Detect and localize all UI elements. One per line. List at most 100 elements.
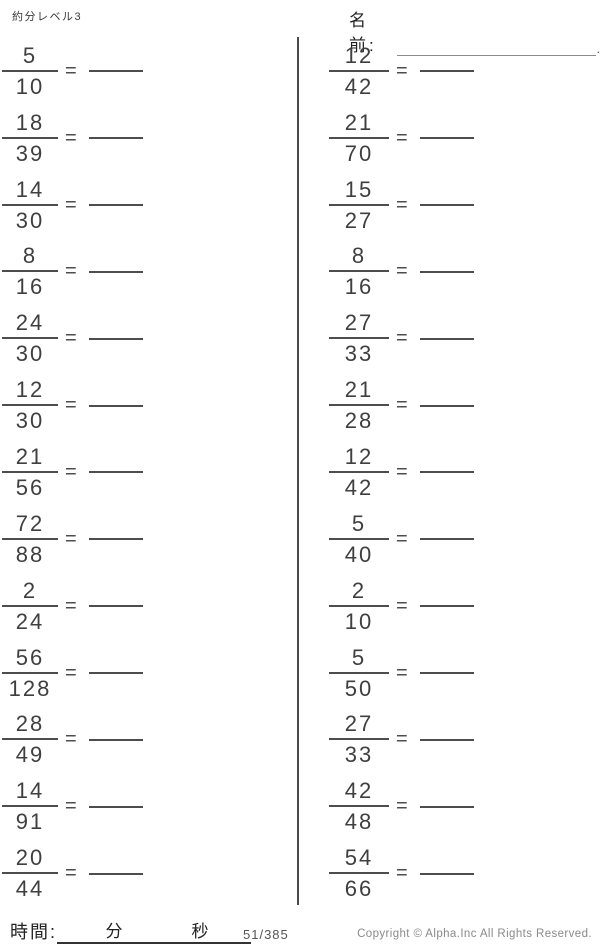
equals-sign: = [65,59,77,82]
fraction-numerator: 14 [2,780,58,808]
fraction-denominator: 10 [15,73,45,99]
fraction-problem: 14 30 = [2,172,296,239]
fraction-numerator: 27 [329,312,389,340]
equals-sign: = [65,394,77,417]
fraction-problem: 2 24 = [2,573,296,640]
fraction-numerator: 27 [329,713,389,741]
worksheet-title: 約分レベル3 [12,11,83,23]
fraction-problem: 72 88 = [2,506,296,573]
equals-sign: = [65,126,77,149]
answer-blank-line [88,605,143,608]
fraction-numerator: 21 [329,379,389,407]
fraction: 2 10 [329,579,389,633]
fraction-problem: 8 16 = [299,239,599,306]
equals-sign: = [65,460,77,483]
equals-sign: = [396,728,408,751]
problems-column-right: 12 42 = 21 70 = 15 27 = 8 16 = 27 33 [299,38,599,907]
equals-sign: = [396,59,408,82]
answer-blank-line [419,738,474,741]
fraction-numerator: 56 [2,646,58,674]
fraction-numerator: 5 [329,646,389,674]
copyright-notice: Copyright © Alpha.Inc All Rights Reserve… [357,928,592,940]
answer-blank-line [419,70,474,73]
fraction-numerator: 72 [2,512,58,540]
fraction-numerator: 8 [329,245,389,273]
fraction-denominator: 16 [15,274,45,300]
fraction-problem: 42 48 = [299,773,599,840]
fraction-denominator: 48 [344,809,374,835]
time-blank-line: 分 秒 [57,921,252,944]
fraction-denominator: 33 [344,742,374,768]
problems-column-left: 5 10 = 18 39 = 14 30 = 8 16 = 24 30 [2,38,296,907]
answer-blank-line [88,270,143,273]
column-divider-line [297,37,299,905]
answer-blank-line [419,538,474,541]
fraction: 15 27 [329,178,389,233]
equals-sign: = [396,126,408,149]
fraction-numerator: 14 [2,178,58,206]
answer-blank-line [419,471,474,474]
fraction-denominator: 28 [344,408,374,434]
fraction-denominator: 24 [15,608,45,634]
fraction-numerator: 24 [2,312,58,340]
fraction: 21 28 [329,379,389,432]
equals-sign: = [396,527,408,550]
fraction-numerator: 20 [2,847,58,875]
equals-sign: = [396,193,408,216]
equals-sign: = [65,661,77,684]
answer-blank-line [88,337,143,340]
answer-blank-line [88,137,143,140]
name-blank-line [396,36,596,56]
fraction-numerator: 5 [2,44,58,72]
fraction-numerator: 21 [2,445,58,473]
fraction-denominator: 27 [344,207,374,233]
fraction: 5 10 [2,44,58,99]
fraction: 20 44 [2,847,58,900]
equals-sign: = [396,260,408,283]
equals-sign: = [65,327,77,350]
fraction-denominator: 39 [15,140,45,166]
fraction-numerator: 12 [2,379,58,407]
fraction-problem: 21 70 = [299,105,599,172]
fraction-denominator: 42 [344,474,374,500]
equals-sign: = [396,862,408,885]
fraction: 14 30 [2,178,58,232]
name-line-terminator: . [596,42,600,56]
fraction-denominator: 88 [15,541,45,567]
answer-blank-line [88,471,143,474]
equals-sign: = [65,728,77,751]
fraction-denominator: 56 [15,474,45,500]
fraction-denominator: 50 [344,675,374,701]
answer-blank-line [419,270,474,273]
answer-blank-line [88,805,143,808]
equals-sign: = [396,594,408,617]
minutes-label: 分 [105,921,123,941]
equals-sign: = [65,260,77,283]
fraction-denominator: 91 [15,809,45,835]
answer-blank-line [419,805,474,808]
fraction-problem: 12 30 = [2,372,296,439]
equals-sign: = [65,527,77,550]
answer-blank-line [419,204,474,207]
equals-sign: = [396,394,408,417]
time-label: 時間: [10,922,58,942]
fraction-numerator: 2 [329,579,389,607]
fraction: 24 30 [2,312,58,365]
fraction: 21 56 [2,445,58,500]
answer-blank-line [88,404,143,407]
fraction-denominator: 33 [344,341,374,367]
equals-sign: = [65,795,77,818]
equals-sign: = [396,327,408,350]
fraction: 18 39 [2,111,58,166]
time-field: 時間: 分 秒 [10,918,252,944]
answer-blank-line [88,538,143,541]
fraction-denominator: 42 [344,73,374,99]
fraction: 54 66 [329,847,389,900]
fraction-problem: 54 66 = [299,840,599,907]
fraction-numerator: 28 [2,713,58,741]
fraction-problem: 56 128 = [2,640,296,707]
fraction: 12 42 [329,44,389,99]
footer: 時間: 分 秒 51/385 Copyright © Alpha.Inc All… [0,915,600,948]
fraction-problem: 20 44 = [2,840,296,907]
fraction-problem: 27 33 = [299,706,599,773]
